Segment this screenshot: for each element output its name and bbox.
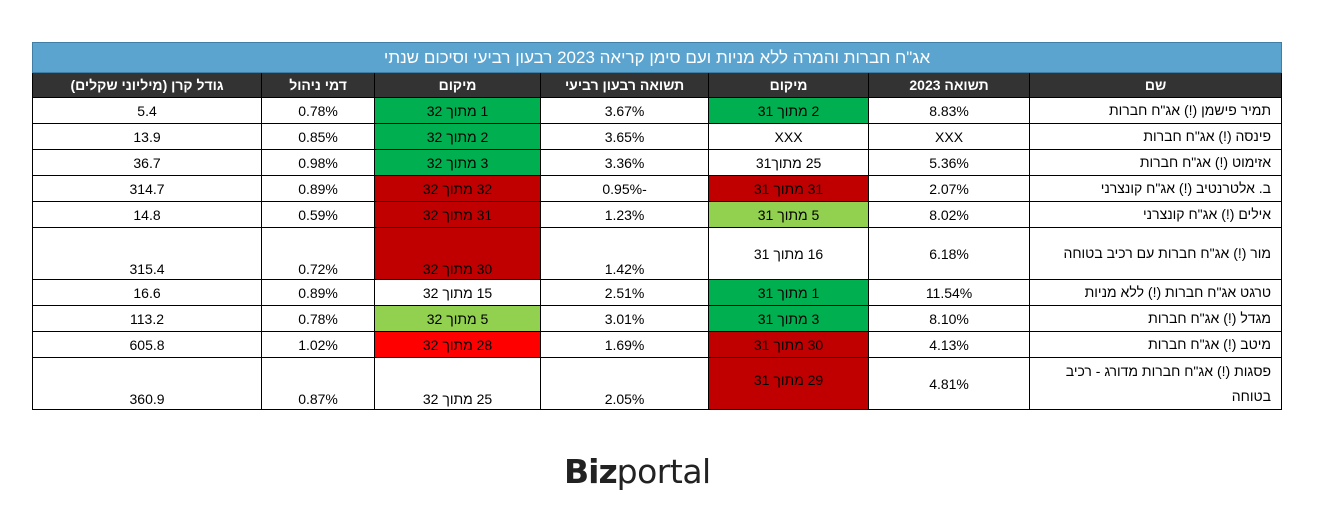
return-2023: 4.81% [868, 357, 1031, 410]
table-row: פסגות (!) אג"ח חברות מדורג - רכיב בטוחה … [31, 357, 1283, 410]
return-q4: 3.01% [540, 305, 710, 332]
funds-table: אג"ח חברות והמרה ללא מניות ועם סימן קריא… [31, 42, 1283, 410]
rank-annual: 3 מתוך 31 [708, 305, 870, 332]
rank-annual: 16 מתוך 31 [708, 227, 870, 280]
rank-annual: 2 מתוך 31 [708, 97, 870, 124]
fund-size: 5.4 [31, 97, 263, 124]
return-q4: 3.65% [540, 123, 710, 150]
fund-name: אילים (!) אג"ח קונצרני [1029, 201, 1283, 228]
return-q4: 3.36% [540, 149, 710, 176]
funds-table-container: אג"ח חברות והמרה ללא מניות ועם סימן קריא… [31, 42, 1283, 410]
fund-name: טרגט אג"ח חברות (!) ללא מניות [1029, 279, 1283, 306]
rank-q4: 32 מתוך 32 [374, 175, 542, 202]
return-2023: 6.18% [868, 227, 1031, 280]
return-q4: 2.51% [540, 279, 710, 306]
management-fee: 0.89% [261, 175, 376, 202]
fund-size: 314.7 [31, 175, 263, 202]
fund-name: מיטב (!) אג"ח חברות [1029, 331, 1283, 358]
fund-size: 16.6 [31, 279, 263, 306]
logo-part-biz: Biz [564, 452, 618, 491]
return-q4: 3.67% [540, 97, 710, 124]
rank-q4: 1 מתוך 32 [374, 97, 542, 124]
return-2023: 5.36% [868, 149, 1031, 176]
rank-annual: 29 מתוך 31 [708, 357, 870, 410]
fund-name: פסגות (!) אג"ח חברות מדורג - רכיב בטוחה [1029, 357, 1283, 410]
rank-q4: 28 מתוך 32 [374, 331, 542, 358]
rank-q4: 5 מתוך 32 [374, 305, 542, 332]
table-row: אילים (!) אג"ח קונצרני 8.02% 5 מתוך 31 1… [31, 201, 1283, 228]
rank-annual: 30 מתוך 31 [708, 331, 870, 358]
rank-q4: 3 מתוך 32 [374, 149, 542, 176]
rank-annual: 31 מתוך 31 [708, 175, 870, 202]
rank-q4: 15 מתוך 32 [374, 279, 542, 306]
fund-size: 14.8 [31, 201, 263, 228]
return-2023: 11.54% [868, 279, 1031, 306]
header-rank-q4: מיקום [374, 72, 542, 98]
fund-size: 315.4 [31, 227, 263, 280]
fund-name: פינסה (!) אג"ח חברות [1029, 123, 1283, 150]
management-fee: 0.89% [261, 279, 376, 306]
return-q4: 2.05% [540, 357, 710, 410]
table-row: תמיר פישמן (!) אג"ח חברות 8.83% 2 מתוך 3… [31, 97, 1283, 124]
table-row: מגדל (!) אג"ח חברות 8.10% 3 מתוך 31 3.01… [31, 305, 1283, 332]
management-fee: 0.85% [261, 123, 376, 150]
table-row: טרגט אג"ח חברות (!) ללא מניות 11.54% 1 מ… [31, 279, 1283, 306]
table-row: אזימוט (!) אג"ח חברות 5.36% 25 מתוך31 3.… [31, 149, 1283, 176]
fund-size: 13.9 [31, 123, 263, 150]
header-name: שם [1029, 72, 1283, 98]
fund-size: 360.9 [31, 357, 263, 410]
management-fee: 0.87% [261, 357, 376, 410]
management-fee: 0.72% [261, 227, 376, 280]
return-2023: 8.10% [868, 305, 1031, 332]
fund-name: אזימוט (!) אג"ח חברות [1029, 149, 1283, 176]
rank-annual: 5 מתוך 31 [708, 201, 870, 228]
fund-name: ב. אלטרנטיב (!) אג"ח קונצרני [1029, 175, 1283, 202]
table-row: ב. אלטרנטיב (!) אג"ח קונצרני 2.07% 31 מת… [31, 175, 1283, 202]
header-rank-annual: מיקום [708, 72, 870, 98]
return-2023: XXX [868, 123, 1031, 150]
header-fee: דמי ניהול [261, 72, 376, 98]
management-fee: 0.78% [261, 305, 376, 332]
management-fee: 1.02% [261, 331, 376, 358]
fund-name: תמיר פישמן (!) אג"ח חברות [1029, 97, 1283, 124]
return-q4: -0.95% [540, 175, 710, 202]
table-row: מיטב (!) אג"ח חברות 4.13% 30 מתוך 31 1.6… [31, 331, 1283, 358]
fund-size: 36.7 [31, 149, 263, 176]
table-title: אג"ח חברות והמרה ללא מניות ועם סימן קריא… [31, 42, 1283, 73]
rank-q4: 25 מתוך 32 [374, 357, 542, 410]
management-fee: 0.78% [261, 97, 376, 124]
logo-part-portal: portal [616, 452, 712, 491]
rank-q4: 30 מתוך 32 [374, 227, 542, 280]
table-row: מור (!) אג"ח חברות עם רכיב בטוחה 6.18% 1… [31, 227, 1283, 280]
table-row: פינסה (!) אג"ח חברות XXX XXX 3.65% 2 מתו… [31, 123, 1283, 150]
return-2023: 2.07% [868, 175, 1031, 202]
header-return-q4: תשואה רבעון רביעי [540, 72, 710, 98]
rank-annual: 1 מתוך 31 [708, 279, 870, 306]
return-q4: 1.23% [540, 201, 710, 228]
return-2023: 4.13% [868, 331, 1031, 358]
return-q4: 1.42% [540, 227, 710, 280]
rank-annual: XXX [708, 123, 870, 150]
fund-size: 113.2 [31, 305, 263, 332]
return-2023: 8.83% [868, 97, 1031, 124]
rank-annual: 25 מתוך31 [708, 149, 870, 176]
return-2023: 8.02% [868, 201, 1031, 228]
management-fee: 0.59% [261, 201, 376, 228]
return-q4: 1.69% [540, 331, 710, 358]
rank-q4: 2 מתוך 32 [374, 123, 542, 150]
header-size: גודל קרן (מיליוני שקלים) [31, 72, 263, 98]
header-return-2023: תשואה 2023 [868, 72, 1031, 98]
management-fee: 0.98% [261, 149, 376, 176]
fund-name: מור (!) אג"ח חברות עם רכיב בטוחה [1029, 227, 1283, 280]
bizportal-logo: Biz portal [564, 452, 712, 491]
rank-q4: 31 מתוך 32 [374, 201, 542, 228]
fund-size: 605.8 [31, 331, 263, 358]
fund-name: מגדל (!) אג"ח חברות [1029, 305, 1283, 332]
